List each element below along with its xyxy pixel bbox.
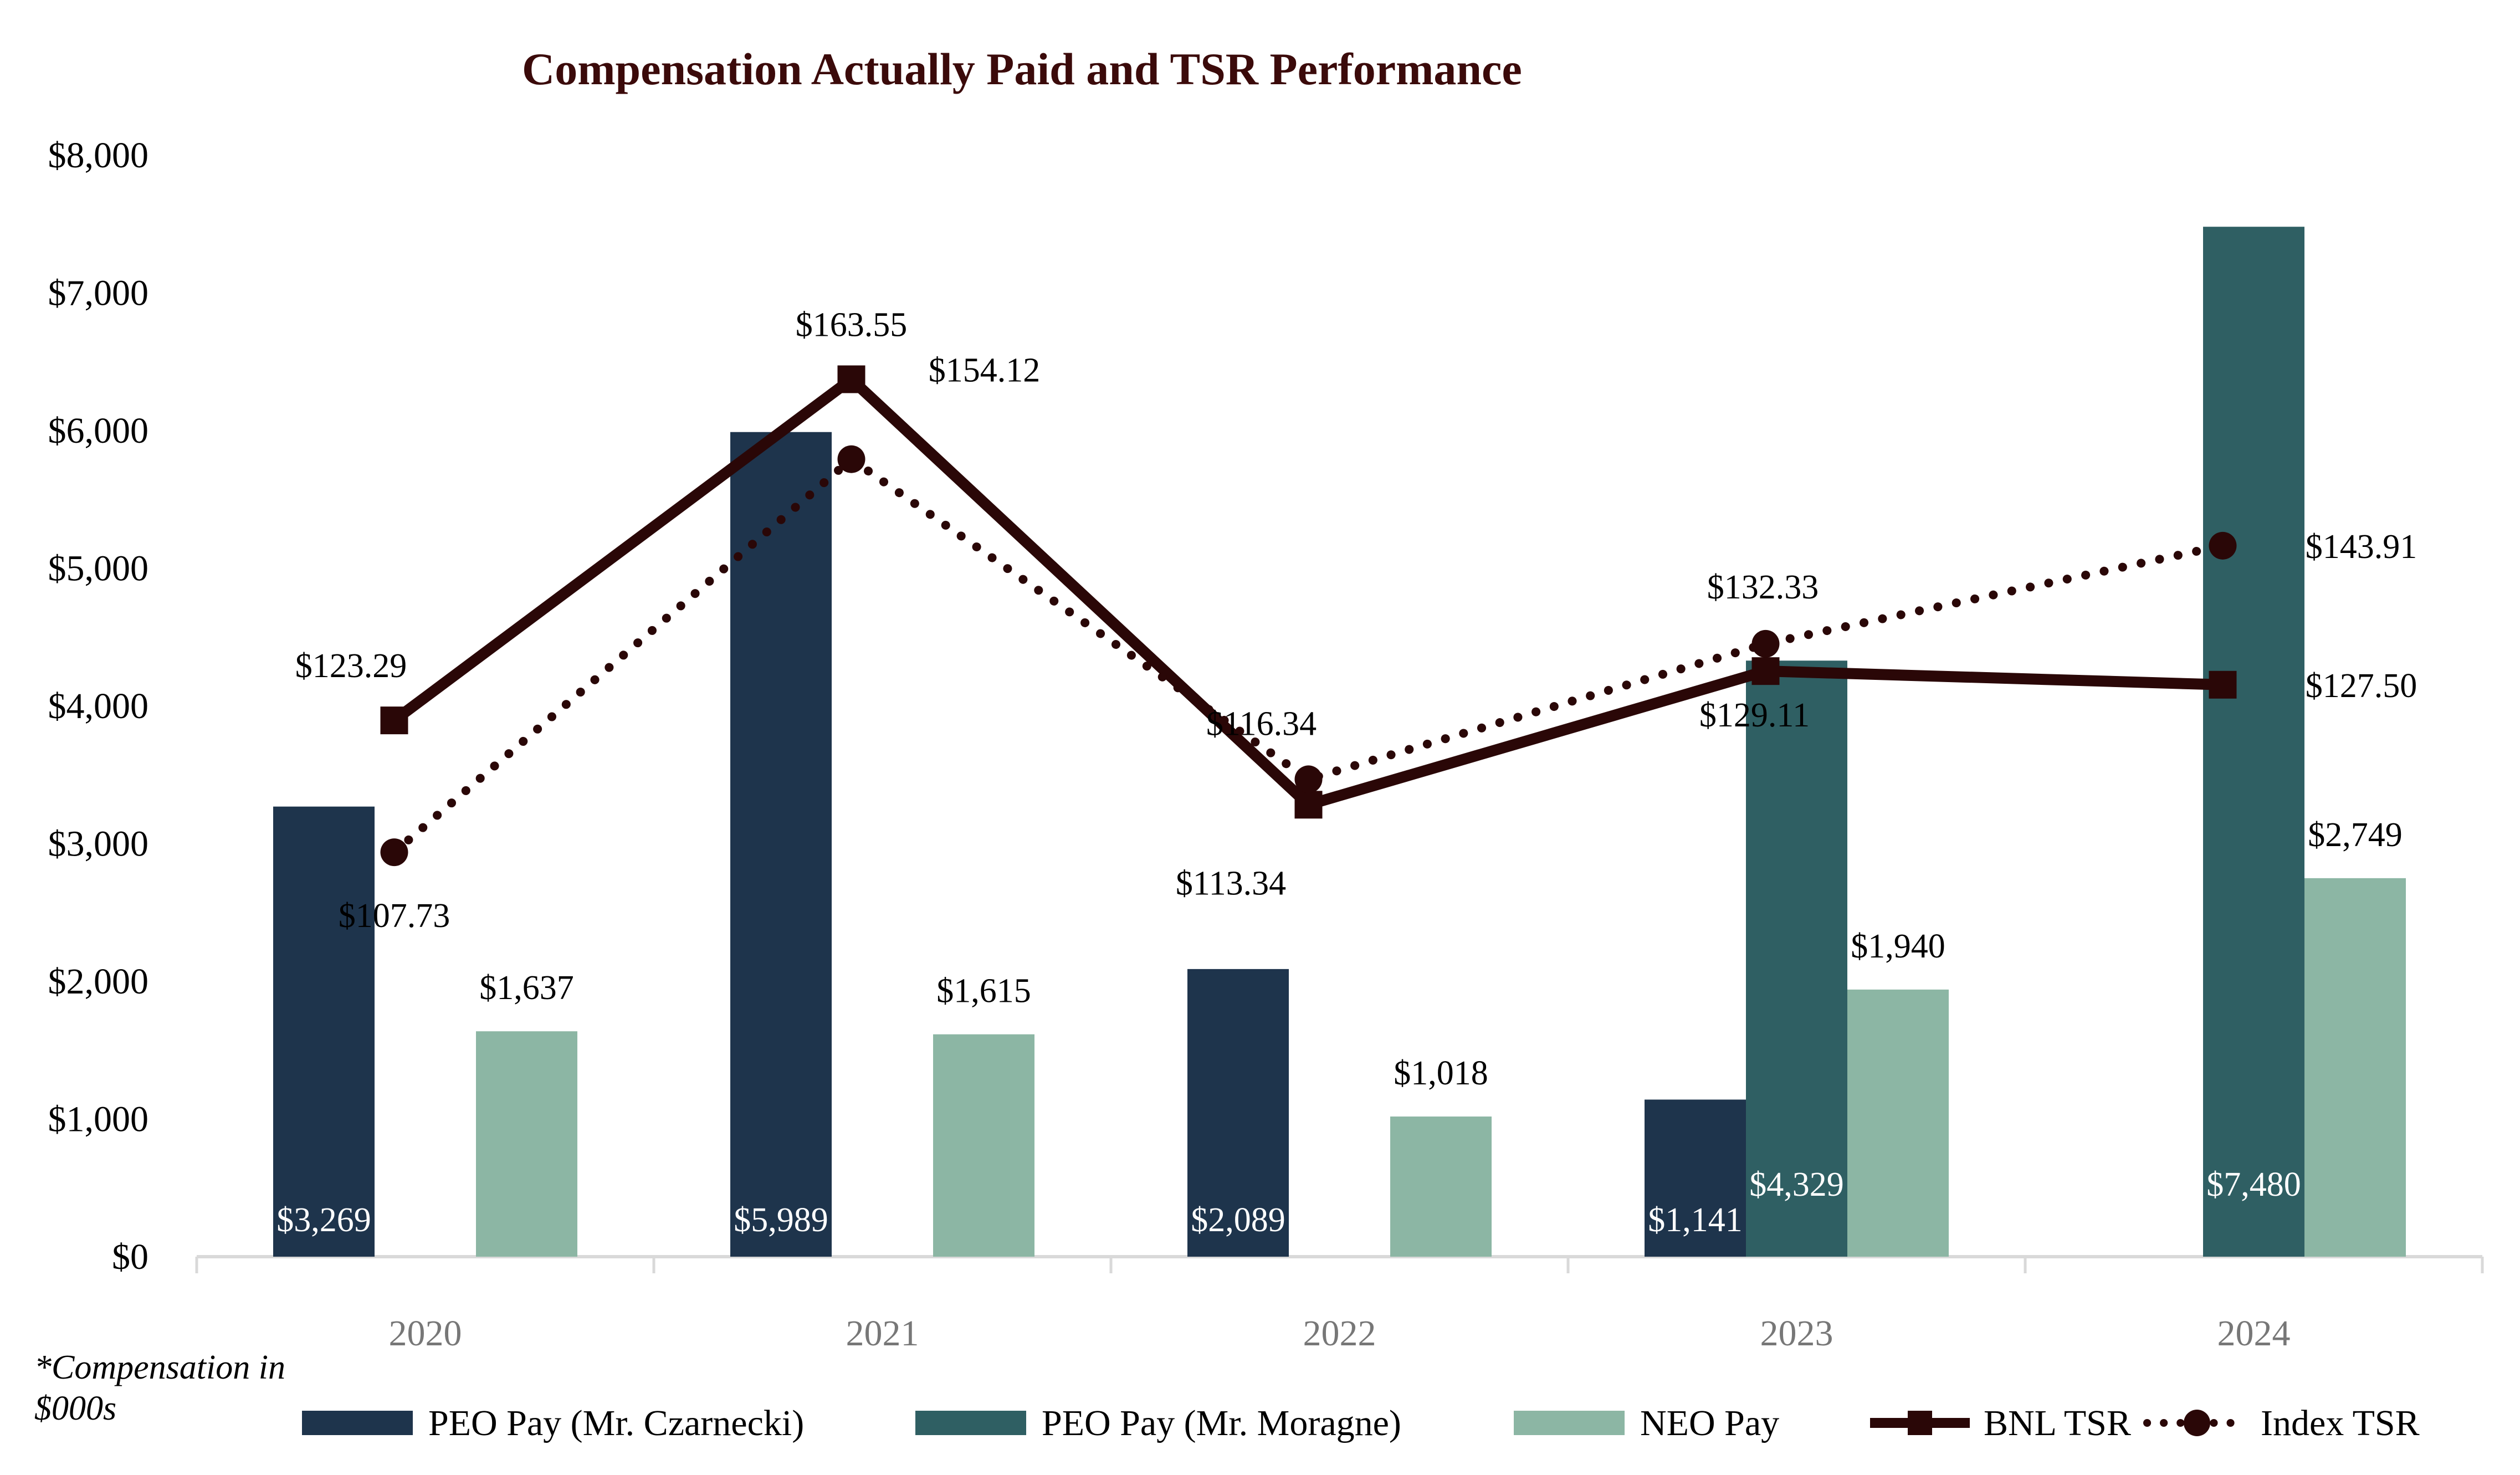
legend-label-neo-pay: NEO Pay bbox=[1640, 1403, 1779, 1443]
marker-index-tsr-2021 bbox=[837, 445, 865, 473]
y-axis: $0 $1,000 $2,000 $3,000 $4,000 $5,000 $6,000 $7… bbox=[48, 135, 149, 1277]
legend-label-index-tsr: Index TSR bbox=[2261, 1403, 2420, 1443]
line-series bbox=[380, 365, 2237, 867]
bar-neo-pay-2021 bbox=[933, 1034, 1034, 1257]
y-tick-label: $3,000 bbox=[48, 824, 149, 864]
y-tick-label: $2,000 bbox=[48, 961, 149, 1002]
bar-peo-pay-mr-czarnecki-2022 bbox=[1187, 969, 1289, 1257]
y-tick-label: $1,000 bbox=[48, 1099, 149, 1140]
data-label-peo-pay-mr-moragne-2023: $4,329 bbox=[1749, 1166, 1844, 1203]
data-label-bnl-tsr-2021: $163.55 bbox=[796, 306, 908, 344]
legend-item-bnl-tsr: BNL TSR bbox=[1870, 1403, 2131, 1443]
legend-item-index-tsr: Index TSR bbox=[2143, 1403, 2420, 1443]
y-tick-label: $4,000 bbox=[48, 686, 149, 726]
footnote-line-2: $000s bbox=[34, 1390, 116, 1427]
chart-title: Compensation Actually Paid and TSR Perfo… bbox=[522, 44, 1522, 94]
data-label-bnl-tsr-2024: $127.50 bbox=[2306, 667, 2417, 705]
bar-peo-pay-mr-czarnecki-2021 bbox=[730, 432, 832, 1257]
y-tick-label: $5,000 bbox=[48, 549, 149, 589]
legend: PEO Pay (Mr. Czarnecki) PEO Pay (Mr. Mora… bbox=[302, 1403, 2420, 1443]
x-tick-label-2023: 2023 bbox=[1760, 1313, 1833, 1354]
x-tick-label-2020: 2020 bbox=[389, 1313, 462, 1354]
data-label-peo-pay-mr-czarnecki-2023: $1,141 bbox=[1648, 1201, 1743, 1239]
data-label-index-tsr-2024: $143.91 bbox=[2306, 528, 2417, 566]
footnote-line-1: *Compensation in bbox=[34, 1349, 285, 1386]
marker-index-tsr-2020 bbox=[380, 838, 408, 867]
bar-series bbox=[273, 227, 2406, 1257]
data-labels: $3,269 $5,989 $2,089 $1,141$4,329 $7,480 $1,6… bbox=[276, 306, 2417, 1239]
legend-label-peo-pay-mr-moragne: PEO Pay (Mr. Moragne) bbox=[1042, 1403, 1401, 1443]
bar-peo-pay-mr-moragne-2024 bbox=[2203, 227, 2304, 1257]
x-tick-label-2024: 2024 bbox=[2217, 1313, 2291, 1354]
bar-neo-pay-2020 bbox=[476, 1031, 577, 1257]
data-label-neo-pay-2024: $2,749 bbox=[2308, 816, 2403, 854]
marker-index-tsr-2023 bbox=[1751, 629, 1780, 658]
x-tick-label-2022: 2022 bbox=[1303, 1313, 1376, 1354]
bar-peo-pay-mr-czarnecki-2023 bbox=[1645, 1099, 1746, 1257]
line-index-tsr bbox=[390, 453, 2227, 857]
bar-neo-pay-2023 bbox=[1847, 989, 1949, 1257]
marker-bnl-tsr-2021 bbox=[837, 365, 865, 393]
marker-bnl-tsr-2024 bbox=[2209, 670, 2237, 699]
legend-item-neo-pay: NEO Pay bbox=[1514, 1403, 1779, 1443]
data-label-peo-pay-mr-czarnecki-2021: $5,989 bbox=[734, 1201, 828, 1239]
bar-neo-pay-2024 bbox=[2304, 878, 2406, 1257]
data-label-index-tsr-2022: $116.34 bbox=[1206, 705, 1317, 742]
data-label-index-tsr-2020: $107.73 bbox=[339, 897, 450, 935]
data-label-neo-pay-2021: $1,615 bbox=[936, 972, 1031, 1010]
bar-peo-pay-mr-czarnecki-2020 bbox=[273, 806, 375, 1257]
y-tick-label: $6,000 bbox=[48, 411, 149, 451]
legend-swatch-marker-index-tsr bbox=[2184, 1410, 2210, 1436]
legend-item-peo-pay-mr-czarnecki: PEO Pay (Mr. Czarnecki) bbox=[302, 1403, 804, 1443]
marker-bnl-tsr-2023 bbox=[1751, 657, 1780, 685]
x-axis: 2020 2021 2022 2023 2024 bbox=[195, 1255, 2484, 1354]
marker-bnl-tsr-2022 bbox=[1294, 791, 1323, 819]
x-tick-label-2021: 2021 bbox=[846, 1313, 919, 1354]
data-label-bnl-tsr-2023: $129.11 bbox=[1699, 696, 1810, 734]
data-label-bnl-tsr-2020: $123.29 bbox=[295, 647, 407, 685]
legend-swatch-marker-bnl-tsr bbox=[1908, 1411, 1932, 1435]
y-tick-label: $8,000 bbox=[48, 135, 149, 176]
data-label-peo-pay-mr-czarnecki-2020: $3,269 bbox=[276, 1201, 371, 1239]
legend-swatch-neo-pay bbox=[1514, 1411, 1625, 1435]
marker-index-tsr-2022 bbox=[1294, 765, 1323, 793]
data-label-index-tsr-2023: $132.33 bbox=[1707, 569, 1819, 606]
bar-neo-pay-2022 bbox=[1390, 1117, 1492, 1257]
y-tick-label: $0 bbox=[112, 1237, 148, 1277]
data-label-peo-pay-mr-czarnecki-2022: $2,089 bbox=[1191, 1201, 1285, 1239]
bar-peo-pay-mr-moragne-2023 bbox=[1746, 660, 1847, 1257]
legend-swatch-peo-pay-mr-czarnecki bbox=[302, 1411, 413, 1435]
marker-index-tsr-2024 bbox=[2209, 531, 2237, 560]
y-tick-label: $7,000 bbox=[48, 273, 149, 314]
data-label-bnl-tsr-2022: $113.34 bbox=[1176, 864, 1286, 902]
data-label-index-tsr-2021: $154.12 bbox=[929, 352, 1041, 390]
legend-item-peo-pay-mr-moragne: PEO Pay (Mr. Moragne) bbox=[915, 1403, 1401, 1443]
data-label-neo-pay-2023: $1,940 bbox=[1851, 928, 1945, 965]
data-label-peo-pay-mr-moragne-2024: $7,480 bbox=[2206, 1166, 2301, 1203]
legend-label-bnl-tsr: BNL TSR bbox=[1984, 1403, 2131, 1443]
marker-bnl-tsr-2020 bbox=[380, 706, 408, 735]
legend-swatch-peo-pay-mr-moragne bbox=[915, 1411, 1026, 1435]
legend-label-peo-pay-mr-czarnecki: PEO Pay (Mr. Czarnecki) bbox=[428, 1403, 804, 1443]
data-label-neo-pay-2022: $1,018 bbox=[1394, 1054, 1488, 1092]
data-label-neo-pay-2020: $1,637 bbox=[479, 969, 574, 1007]
